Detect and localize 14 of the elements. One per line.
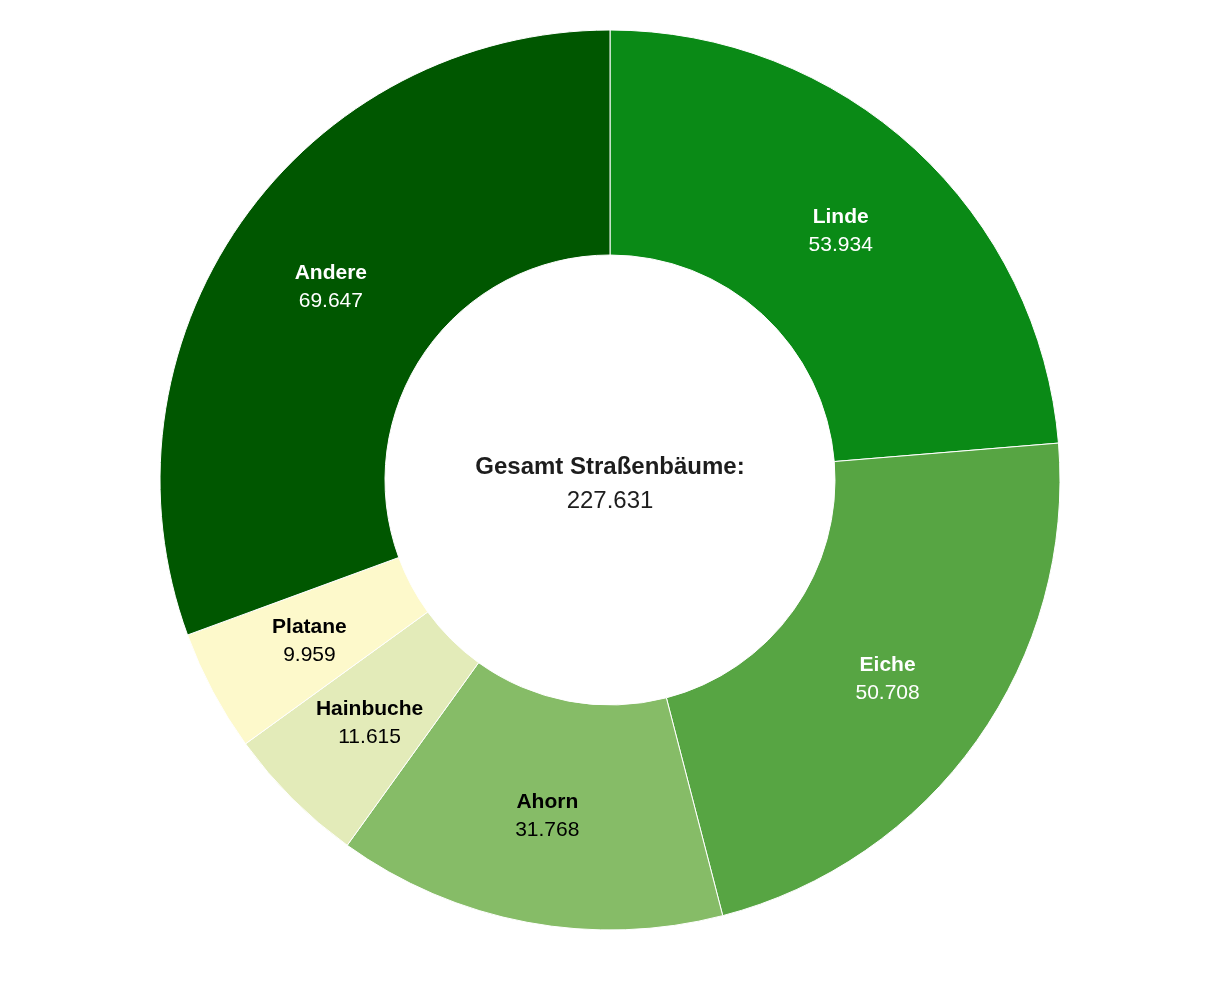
data-label: 11.615 (338, 723, 401, 747)
data-label: 53.934 (808, 232, 874, 256)
slice-label: Linde (812, 204, 869, 228)
slice-label: Ahorn (516, 789, 579, 813)
text: 227.631 (566, 485, 654, 513)
slice-label: Eiche (859, 651, 916, 675)
slice-label: Hainbuche (315, 695, 424, 719)
data-label: 9.959 (283, 642, 336, 666)
data-label: 31.768 (515, 817, 580, 841)
text: Gesamt Straßenbäume: (475, 451, 745, 479)
data-label: 69.647 (298, 287, 363, 311)
slice-label: Platane (272, 614, 347, 638)
data-label: 50.708 (855, 679, 920, 703)
slice-label: Andere (294, 259, 368, 283)
